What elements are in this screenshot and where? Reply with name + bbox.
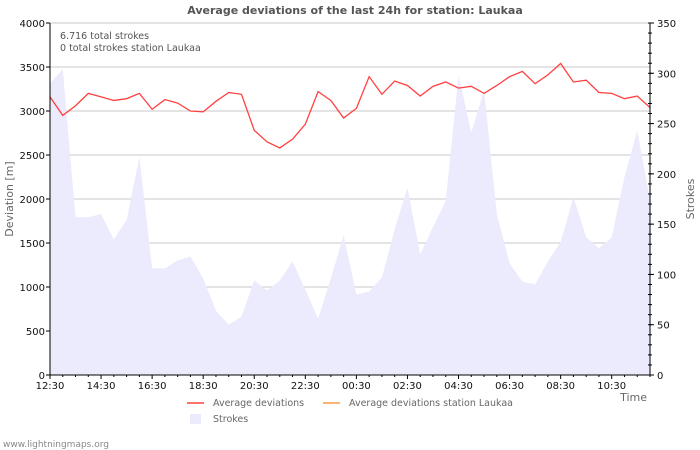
x-tick-label: 22:30 xyxy=(291,381,320,392)
average-deviations-line xyxy=(49,62,651,149)
y2-tick-label: 100 xyxy=(657,270,676,281)
footer-credit: www.lightningmaps.org xyxy=(3,440,109,450)
strokes-area xyxy=(50,69,650,376)
y2-axis-label: Strokes xyxy=(684,178,697,219)
deviation-line-layer xyxy=(49,62,651,149)
x-tick-label: 02:30 xyxy=(393,381,422,392)
legend-swatch-strokes xyxy=(190,414,201,424)
axes: 0 500 1000 1500 2000 2500 3000 3500 4000 0 50 100 15… xyxy=(20,19,677,392)
y2-tick-label: 250 xyxy=(657,120,676,131)
legend-label-strokes: Strokes xyxy=(213,414,248,425)
station-strokes-annotation: 0 total strokes station Laukaa xyxy=(60,43,201,54)
y2-tick-label: 150 xyxy=(657,220,676,231)
y2-tick-label: 350 xyxy=(657,19,676,30)
x-tick-label: 10:30 xyxy=(597,381,626,392)
y2-tick-label: 200 xyxy=(657,170,676,181)
y-tick-label: 4000 xyxy=(20,19,45,30)
x-tick-label: 14:30 xyxy=(87,381,116,392)
strokes-area-layer xyxy=(50,69,650,376)
x-tick-label: 04:30 xyxy=(444,381,473,392)
x-tick-label: 08:30 xyxy=(546,381,575,392)
y-tick-label: 0 xyxy=(39,371,45,382)
y-tick-label: 2500 xyxy=(20,151,45,162)
y-tick-label: 1500 xyxy=(20,239,45,250)
x-tick-label: 00:30 xyxy=(342,381,371,392)
chart-title: Average deviations of the last 24h for s… xyxy=(187,4,523,17)
x-axis-label: Time xyxy=(619,391,647,404)
y-tick-label: 3000 xyxy=(20,107,45,118)
y-tick-label: 500 xyxy=(26,327,45,338)
y2-tick-label: 50 xyxy=(657,321,670,332)
y-tick-label: 1000 xyxy=(20,283,45,294)
y2-tick-label: 300 xyxy=(657,69,676,80)
legend: Average deviations Average deviations st… xyxy=(187,398,513,425)
legend-label-station-deviations: Average deviations station Laukaa xyxy=(349,398,513,409)
y-axis-label: Deviation [m] xyxy=(3,161,16,236)
y-tick-label: 3500 xyxy=(20,63,45,74)
y2-tick-label: 0 xyxy=(657,371,663,382)
legend-label-average-deviations: Average deviations xyxy=(213,398,304,409)
x-tick-label: 12:30 xyxy=(36,381,65,392)
x-tick-label: 06:30 xyxy=(495,381,524,392)
total-strokes-annotation: 6.716 total strokes xyxy=(60,31,149,42)
x-tick-label: 16:30 xyxy=(138,381,167,392)
y-tick-label: 2000 xyxy=(20,195,45,206)
x-tick-label: 20:30 xyxy=(240,381,269,392)
x-tick-label: 18:30 xyxy=(189,381,218,392)
